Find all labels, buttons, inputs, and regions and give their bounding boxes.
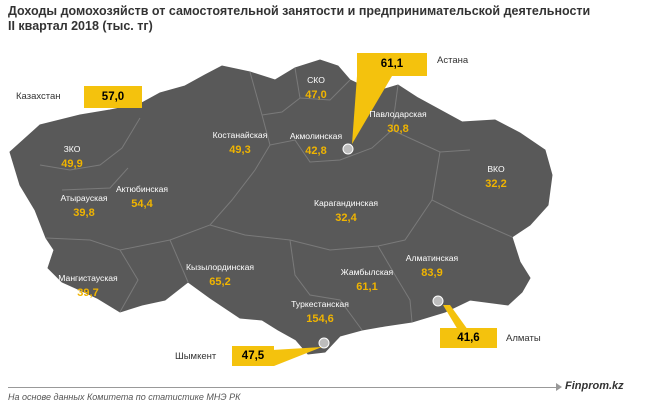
region-value: 154,6 <box>306 313 334 325</box>
region-value: 32,2 <box>485 178 506 190</box>
shymkent-value: 47,5 <box>232 346 274 366</box>
footer-arrow-icon <box>556 383 562 391</box>
source-note: На основе данных Комитета по статистике … <box>8 392 241 402</box>
region-name: Алматинская <box>406 253 459 263</box>
region-name: Павлодарская <box>369 109 427 119</box>
region-name: Карагандинская <box>314 198 378 208</box>
map-title: Доходы домохозяйств от самостоятельной з… <box>8 4 653 34</box>
astana-label: Астана <box>437 55 469 66</box>
almaty-pointer <box>443 305 468 330</box>
region-name: Актюбинская <box>116 184 168 194</box>
title-line-1: Доходы домохозяйств от самостоятельной з… <box>8 4 591 18</box>
brand-logo: Finprom.kz <box>565 380 624 392</box>
region-value: 83,9 <box>421 267 442 279</box>
region-name: Мангистауская <box>58 273 118 283</box>
region-name: Костанайская <box>213 130 268 140</box>
region-name: ЗКО <box>64 144 81 154</box>
region-value: 39,7 <box>77 287 98 299</box>
region-name: ВКО <box>487 164 505 174</box>
almaty-value: 41,6 <box>440 328 497 348</box>
region-value: 49,3 <box>229 144 250 156</box>
region-name: Атырауская <box>61 193 108 203</box>
region-value: 65,2 <box>209 276 230 288</box>
region-name: Акмолинская <box>290 131 343 141</box>
astana-pointer <box>352 76 392 144</box>
footer-divider <box>8 387 558 388</box>
kazakhstan-value: 57,0 <box>84 86 142 108</box>
region-value: 30,8 <box>387 123 408 135</box>
region-borders <box>39 67 513 331</box>
region-name: Кызылординская <box>186 262 254 272</box>
astana-marker <box>342 143 354 155</box>
region-value: 32,4 <box>335 212 357 224</box>
shymkent-marker <box>318 337 330 349</box>
region-value: 47,0 <box>305 89 326 101</box>
title-line-2: II квартал 2018 (тыс. тг) <box>8 19 153 33</box>
region-value: 61,1 <box>356 281 377 293</box>
region-name: Туркестанская <box>291 299 349 309</box>
kazakhstan-label: Казахстан <box>16 91 61 102</box>
region-name: Жамбылская <box>341 267 394 277</box>
region-value: 39,8 <box>73 207 94 219</box>
shymkent-pointer <box>272 347 322 366</box>
country-shape <box>9 59 553 355</box>
region-value: 49,9 <box>61 158 82 170</box>
region-name: СКО <box>307 75 325 85</box>
almaty-marker <box>432 295 444 307</box>
region-value: 42,8 <box>305 145 326 157</box>
almaty-label: Алматы <box>506 333 541 344</box>
shymkent-label: Шымкент <box>175 351 217 362</box>
region-value: 54,4 <box>131 198 153 210</box>
astana-value: 61,1 <box>357 53 427 76</box>
